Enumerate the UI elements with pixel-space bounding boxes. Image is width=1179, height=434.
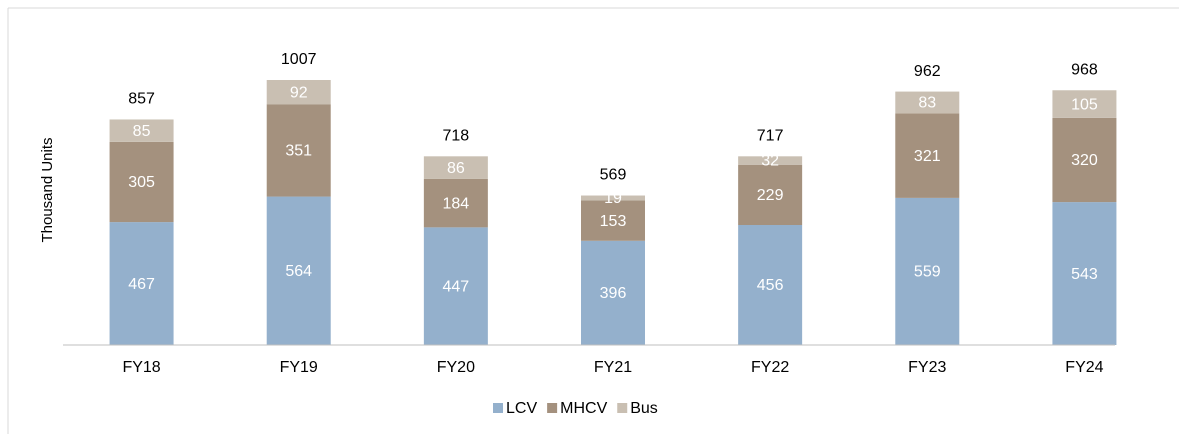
value-label: 320 — [1071, 152, 1098, 169]
bar-segment — [423, 227, 488, 345]
bar-segment — [895, 197, 960, 345]
legend-swatch — [547, 403, 558, 413]
total-label: 1007 — [281, 51, 317, 68]
legend-label: LCV — [506, 400, 537, 417]
total-label: 717 — [757, 128, 784, 145]
value-label: 467 — [128, 276, 155, 293]
x-tick-label: FY18 — [122, 359, 160, 376]
value-label: 351 — [285, 143, 312, 160]
value-label: 83 — [918, 95, 936, 112]
bar-segment — [266, 104, 331, 197]
bar-segment — [1052, 202, 1117, 345]
value-label: 321 — [914, 148, 941, 165]
value-label: 543 — [1071, 266, 1098, 283]
bar-segment — [895, 113, 960, 198]
value-label: 86 — [447, 160, 465, 177]
legend-swatch — [617, 403, 628, 413]
value-label: 92 — [290, 84, 308, 101]
bar-segment — [109, 141, 174, 223]
value-label: 447 — [443, 278, 470, 295]
value-label: 184 — [443, 195, 470, 212]
bar-segment — [109, 119, 174, 142]
value-label: 396 — [600, 285, 627, 302]
bar-segment — [1052, 117, 1117, 203]
value-label: 19 — [604, 190, 622, 207]
bar-segment — [738, 225, 803, 345]
total-label: 857 — [128, 91, 155, 108]
legend-label: MHCV — [560, 400, 607, 417]
x-tick-label: FY23 — [908, 359, 946, 376]
bar-segment — [109, 222, 174, 345]
bar-segment — [581, 200, 645, 241]
bar-segment — [581, 240, 645, 345]
bar-segment — [423, 178, 488, 228]
value-label: 153 — [600, 213, 627, 230]
value-label: 85 — [133, 123, 151, 140]
x-tick-label: FY20 — [437, 359, 475, 376]
x-tick-label: FY24 — [1065, 359, 1103, 376]
bar-segment — [266, 80, 331, 105]
total-label: 962 — [914, 63, 941, 80]
total-label: 718 — [443, 127, 470, 144]
total-label: 968 — [1071, 61, 1098, 78]
bar-segment — [581, 195, 645, 201]
x-tick-label: FY19 — [280, 359, 318, 376]
x-tick-label: FY21 — [594, 359, 632, 376]
y-axis-label: Thousand Units — [39, 137, 56, 242]
value-label: 229 — [757, 187, 784, 204]
value-label: 456 — [757, 277, 784, 294]
x-tick-label: FY22 — [751, 359, 789, 376]
bar-segment — [895, 91, 960, 114]
value-label: 32 — [761, 153, 779, 170]
bar-segment — [423, 156, 488, 179]
bar-segment — [266, 196, 331, 345]
value-label: 564 — [285, 263, 312, 280]
legend-label: Bus — [630, 400, 658, 417]
value-label: 105 — [1071, 96, 1098, 113]
bar-segment — [1052, 90, 1117, 118]
bar-segment — [738, 156, 803, 165]
value-label: 559 — [914, 264, 941, 281]
value-label: 305 — [128, 174, 155, 191]
legend-swatch — [493, 403, 503, 413]
total-label: 569 — [600, 166, 627, 183]
bar-segment — [738, 164, 803, 225]
